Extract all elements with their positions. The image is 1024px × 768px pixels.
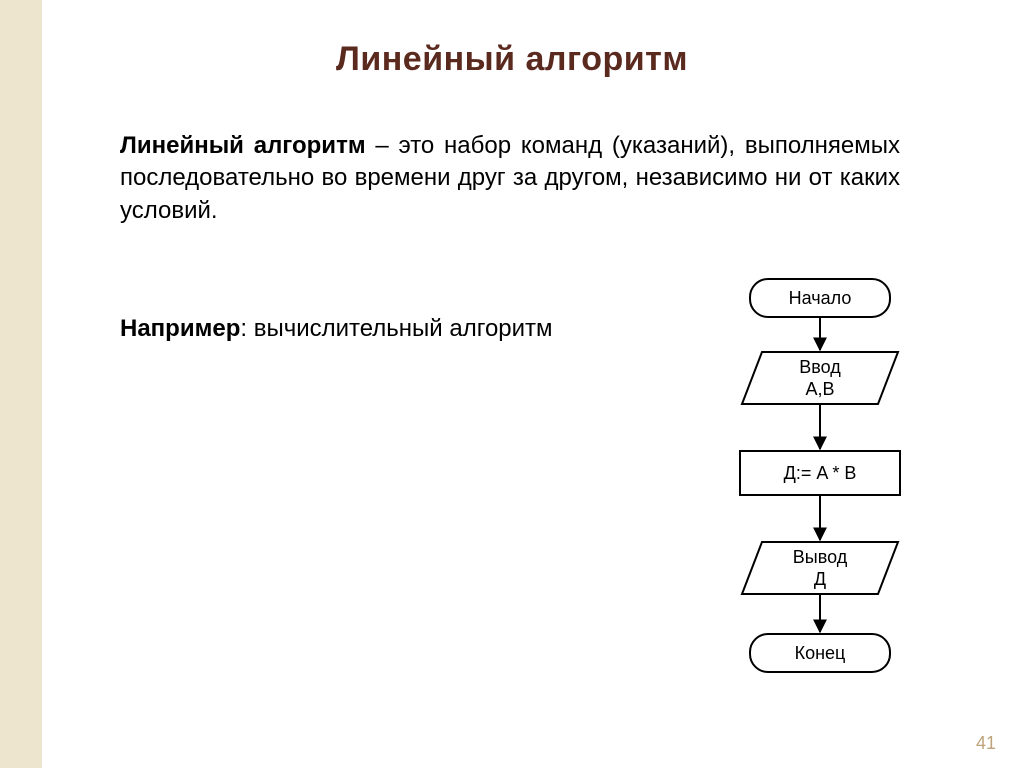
page-number: 41: [976, 733, 996, 754]
slide-title: Линейный алгоритм: [0, 40, 1024, 79]
definition-paragraph: Линейный алгоритм – это набор команд (ук…: [120, 130, 900, 227]
side-band: [0, 0, 42, 768]
node-end-label: Конец: [795, 643, 846, 663]
example-rest: : вычислительный алгоритм: [240, 315, 552, 342]
definition-term: Линейный алгоритм: [120, 132, 366, 159]
node-process-label: Д:= A * B: [784, 463, 857, 483]
node-output-label1: Вывод: [793, 547, 848, 567]
node-input-label1: Ввод: [799, 357, 841, 377]
node-output-label2: Д: [814, 569, 826, 589]
node-start-label: Начало: [789, 288, 852, 308]
flowchart: Начало Ввод A,B Д:= A * B Вывод Д Конец: [700, 248, 940, 728]
node-input-label2: A,B: [805, 379, 834, 399]
example-lead: Например: [120, 315, 240, 342]
